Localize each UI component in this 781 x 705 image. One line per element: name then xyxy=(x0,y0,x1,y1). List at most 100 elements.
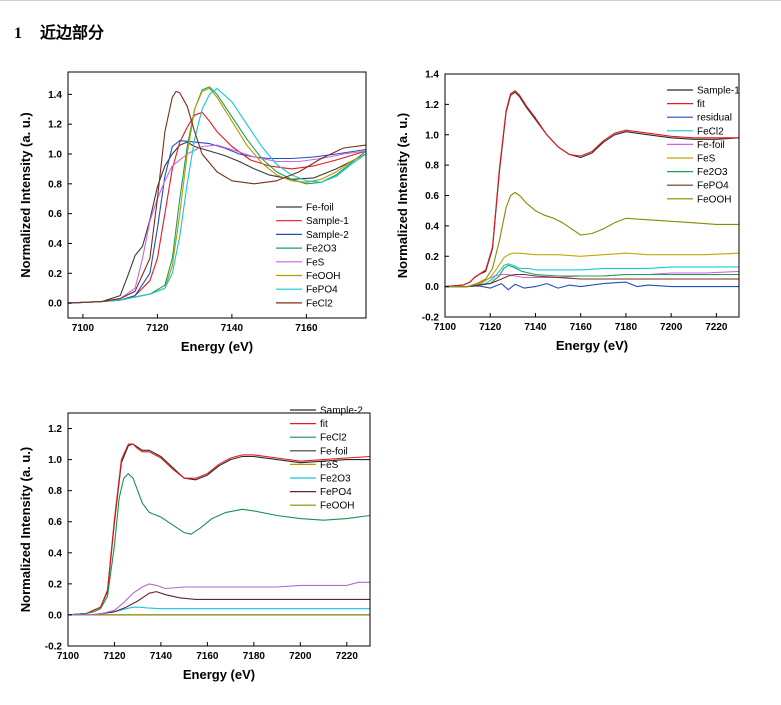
y-tick-label: 0.2 xyxy=(48,579,62,590)
series-line-fes xyxy=(445,252,739,288)
y-tick-label: 0.2 xyxy=(48,269,62,280)
y-tick-label: 1.2 xyxy=(48,424,62,435)
x-tick-label: 7100 xyxy=(434,322,457,333)
y-tick-label: 0.8 xyxy=(425,161,439,172)
legend-label: FeS xyxy=(306,257,325,268)
legend-label: FeOOH xyxy=(320,501,354,512)
y-tick-label: 0.8 xyxy=(48,179,62,190)
x-tick-label: 7140 xyxy=(524,322,547,333)
legend: Sample-2 fit FeCl2 Fe-foil FeS Fe2O3 FePO4 FeOO… xyxy=(290,406,363,512)
y-axis-title: Normalized Intensity (a. u.) xyxy=(18,112,33,277)
legend-label: Fe2O3 xyxy=(697,167,728,178)
x-tick-label: 7200 xyxy=(660,322,683,333)
legend-label: FePO4 xyxy=(320,487,352,498)
legend-label: FeS xyxy=(320,460,339,471)
x-tick-label: 7120 xyxy=(479,322,502,333)
series-line-fecl2 xyxy=(68,90,366,304)
legend-label: Fe-foil xyxy=(320,446,348,457)
legend-label: Fe-foil xyxy=(697,140,725,151)
y-tick-label: 1.0 xyxy=(48,455,62,466)
x-tick-label: 7220 xyxy=(705,322,728,333)
legend-label: Fe2O3 xyxy=(320,474,351,485)
x-tick-label: 7120 xyxy=(146,323,169,334)
legend: Fe-foil Sample-1 Sample-2 Fe2O3 FeS FeOOH FePO… xyxy=(276,203,349,309)
y-tick-label: -0.2 xyxy=(422,313,440,324)
x-tick-label: 7180 xyxy=(243,651,266,662)
y-tick-label: 0.2 xyxy=(425,252,439,263)
series-line-residual xyxy=(445,281,739,291)
y-tick-label: 1.0 xyxy=(425,130,439,141)
legend-label: fit xyxy=(320,419,328,430)
x-tick-label: 7140 xyxy=(150,651,173,662)
legend-label: FeOOH xyxy=(697,194,731,205)
plot-frame xyxy=(67,412,371,647)
x-tick-label: 7160 xyxy=(295,323,318,334)
x-tick-label: 7180 xyxy=(615,322,638,333)
legend-label: FeS xyxy=(697,154,716,165)
plot-frame xyxy=(67,71,367,319)
legend-label: FeCl2 xyxy=(306,298,333,309)
series-line-unlabeled-8 xyxy=(68,581,370,616)
y-tick-label: 1.2 xyxy=(425,100,439,111)
x-axis-title: Energy (eV) xyxy=(181,339,253,354)
x-tick-label: 7160 xyxy=(196,651,219,662)
legend-label: Sample-1 xyxy=(306,216,349,227)
series-line-fepo4 xyxy=(68,591,370,616)
x-tick-label: 7220 xyxy=(336,651,359,662)
y-tick-label: 0.6 xyxy=(48,517,62,528)
top-border xyxy=(0,0,781,1)
x-tick-label: 7200 xyxy=(289,651,312,662)
legend-label: fit xyxy=(697,99,705,110)
chart-sample-2-fit: 7100 7120 7140 7160 7180 7200 7220 -0.2 0.0 0.2 0.… xyxy=(18,406,371,682)
legend-label: FeCl2 xyxy=(320,433,347,444)
x-axis-title: Energy (eV) xyxy=(183,667,255,682)
y-tick-label: 0.0 xyxy=(48,610,62,621)
series-line-fecl2 xyxy=(445,263,739,288)
chart-sample-1-fit: 7100 7120 7140 7160 7180 7200 7220 -0.2 0.0 0.2 0.… xyxy=(395,70,740,354)
y-tick-label: 0.6 xyxy=(425,191,439,202)
legend-label: Fe2O3 xyxy=(306,244,337,255)
series-line-fepo4 xyxy=(445,273,739,288)
series-line-feooh xyxy=(445,191,739,288)
y-tick-label: 0.0 xyxy=(425,282,439,293)
x-tick-label: 7140 xyxy=(221,323,244,334)
x-tick-label: 7100 xyxy=(57,651,80,662)
y-tick-label: 1.4 xyxy=(425,70,439,81)
y-tick-label: 1.2 xyxy=(48,120,62,131)
legend-label: Sample-2 xyxy=(320,406,363,417)
y-tick-label: 0.4 xyxy=(425,221,439,232)
y-tick-label: 1.4 xyxy=(48,90,62,101)
legend-label: Fe-foil xyxy=(306,203,334,214)
plot-frame xyxy=(444,73,740,318)
y-axis-title: Normalized Intensity (a. u.) xyxy=(395,113,410,278)
y-tick-label: 0.0 xyxy=(48,299,62,310)
y-tick-label: 1.0 xyxy=(48,150,62,161)
y-tick-label: 0.4 xyxy=(48,548,62,559)
chart-fe-k-edge-references: 7100 7120 7140 7160 0.0 0.2 0.4 0.6 0.8 1.0 1.2 1.4… xyxy=(18,71,367,354)
legend-label: Sample-1 xyxy=(697,86,740,97)
legend-label: FePO4 xyxy=(306,285,338,296)
series-line-fit xyxy=(445,90,739,288)
y-tick-label: -0.2 xyxy=(45,642,63,653)
legend: Sample-1 fit residual FeCl2 Fe-foil FeS Fe2O3 F… xyxy=(667,86,740,205)
x-tick-label: 7120 xyxy=(103,651,126,662)
legend-label: Sample-2 xyxy=(306,230,349,241)
series-line-fepo4 xyxy=(68,87,366,304)
legend-label: FeCl2 xyxy=(697,126,724,137)
legend-label: FeOOH xyxy=(306,271,340,282)
y-axis-title: Normalized Intensity (a. u.) xyxy=(18,447,33,612)
section-heading: 1 近边部分 xyxy=(14,19,104,43)
x-axis-title: Energy (eV) xyxy=(556,338,628,353)
legend-label: residual xyxy=(697,113,732,124)
series-line-fit xyxy=(68,443,370,616)
series-line-fecl2 xyxy=(68,473,370,616)
y-tick-label: 0.6 xyxy=(48,209,62,220)
series-line-sample-1 xyxy=(68,111,366,304)
y-tick-label: 0.8 xyxy=(48,486,62,497)
series-line-fe-foil xyxy=(68,141,366,304)
x-tick-label: 7160 xyxy=(570,322,593,333)
legend-label: FePO4 xyxy=(697,181,729,192)
section-number: 1 xyxy=(14,25,22,42)
section-title: 近边部分 xyxy=(40,25,105,42)
y-tick-label: 0.4 xyxy=(48,239,62,250)
